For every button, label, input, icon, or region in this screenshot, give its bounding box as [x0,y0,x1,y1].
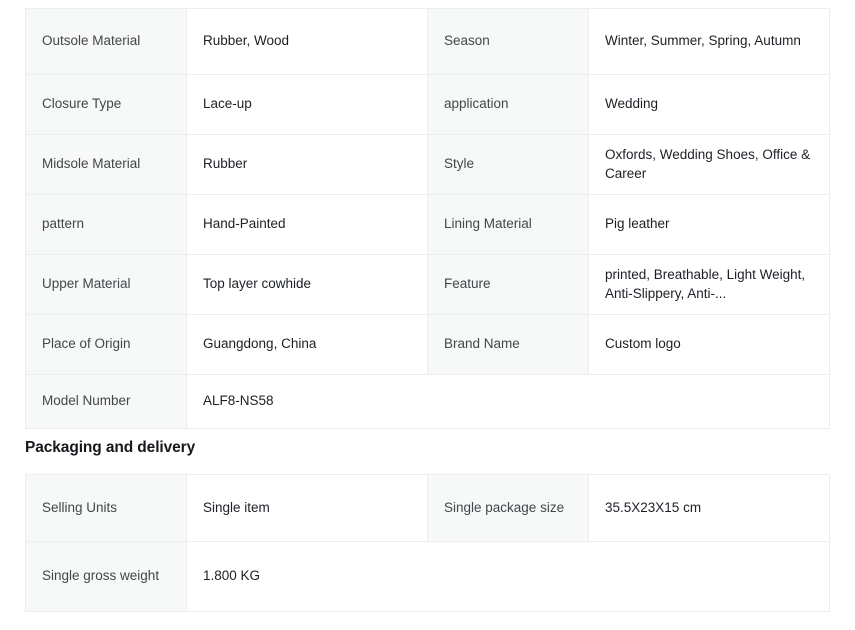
table-row: Closure Type Lace-up application Wedding [25,74,830,135]
attribute-label: Closure Type [25,74,187,135]
attribute-label: Style [427,134,589,195]
attribute-value: Hand-Painted [186,194,428,255]
packaging-value-text: 1.800 KG [203,568,261,584]
attribute-label-text: Feature [444,276,491,292]
attribute-label-text: Midsole Material [42,156,141,172]
attribute-value-text: Lace-up [203,96,252,112]
attribute-value: Top layer cowhide [186,254,428,315]
attribute-value-text: Pig leather [605,216,670,232]
attribute-value: Rubber, Wood [186,8,428,75]
packaging-label: Single gross weight [25,541,187,612]
attribute-label-text: Brand Name [444,336,520,352]
attribute-label-text: application [444,96,509,112]
attribute-label: Upper Material [25,254,187,315]
attribute-label: Season [427,8,589,75]
attribute-value: Rubber [186,134,428,195]
attribute-value-text: printed, Breathable, Light Weight, Anti-… [605,266,806,301]
attribute-value: Winter, Summer, Spring, Autumn [588,8,830,75]
product-attributes-table: Outsole Material Rubber, Wood Season Win… [25,8,830,429]
attribute-label: application [427,74,589,135]
attribute-value-text: Rubber [203,156,248,172]
attribute-label-text: Place of Origin [42,336,131,352]
attribute-value-text: Oxfords, Wedding Shoes, Office & Career [605,146,811,181]
attribute-value-text: Guangdong, China [203,336,317,352]
attribute-value: Wedding [588,74,830,135]
attribute-label-text: Season [444,33,490,49]
table-row: Outsole Material Rubber, Wood Season Win… [25,8,830,75]
attribute-label: Place of Origin [25,314,187,375]
packaging-label: Single package size [427,474,589,542]
packaging-value: Single item [186,474,428,542]
attribute-value-text: Wedding [605,96,659,112]
attribute-value-text: Winter, Summer, Spring, Autumn [605,33,801,49]
table-row: Upper Material Top layer cowhide Feature… [25,254,830,315]
attribute-label-text: Lining Material [444,216,532,232]
attribute-value: Guangdong, China [186,314,428,375]
table-row: Place of Origin Guangdong, China Brand N… [25,314,830,375]
packaging-label-text: Single package size [444,499,565,515]
attribute-label-text: Upper Material [42,276,131,292]
table-row: Model Number ALF8-NS58 [25,374,830,429]
packaging-value-text: Single item [203,499,270,515]
packaging-label: Selling Units [25,474,187,542]
packaging-value-text: 35.5X23X15 cm [605,499,702,515]
attribute-label-text: Style [444,156,475,172]
attribute-label: Brand Name [427,314,589,375]
attribute-value-text: Hand-Painted [203,216,286,232]
attribute-value: Pig leather [588,194,830,255]
packaging-label-text: Single gross weight [42,568,160,584]
table-row: Single gross weight 1.800 KG [25,541,830,612]
attribute-value-text: Top layer cowhide [203,276,312,292]
table-row: Selling Units Single item Single package… [25,474,830,542]
attribute-value: Oxfords, Wedding Shoes, Office & Career [588,134,830,195]
attribute-label: Feature [427,254,589,315]
attribute-value-text: Rubber, Wood [203,33,290,49]
packaging-value: 1.800 KG [186,541,830,612]
attribute-label-text: Closure Type [42,96,122,112]
attribute-label: Midsole Material [25,134,187,195]
attribute-value-text: ALF8-NS58 [203,393,274,409]
attribute-label: Outsole Material [25,8,187,75]
attribute-value: Custom logo [588,314,830,375]
attribute-label-text: Outsole Material [42,33,141,49]
attribute-value-text: Custom logo [605,336,681,352]
table-row: Midsole Material Rubber Style Oxfords, W… [25,134,830,195]
attribute-label-text: pattern [42,216,85,232]
attribute-label: Model Number [25,374,187,429]
attribute-label: Lining Material [427,194,589,255]
packaging-label-text: Selling Units [42,499,118,515]
table-row: pattern Hand-Painted Lining Material Pig… [25,194,830,255]
attribute-value: printed, Breathable, Light Weight, Anti-… [588,254,830,315]
attribute-value: ALF8-NS58 [186,374,830,429]
packaging-value: 35.5X23X15 cm [588,474,830,542]
attribute-label: pattern [25,194,187,255]
packaging-and-delivery-table: Selling Units Single item Single package… [25,474,830,612]
attribute-label-text: Model Number [42,393,131,409]
packaging-section-heading: Packaging and delivery [25,439,196,456]
attribute-value: Lace-up [186,74,428,135]
